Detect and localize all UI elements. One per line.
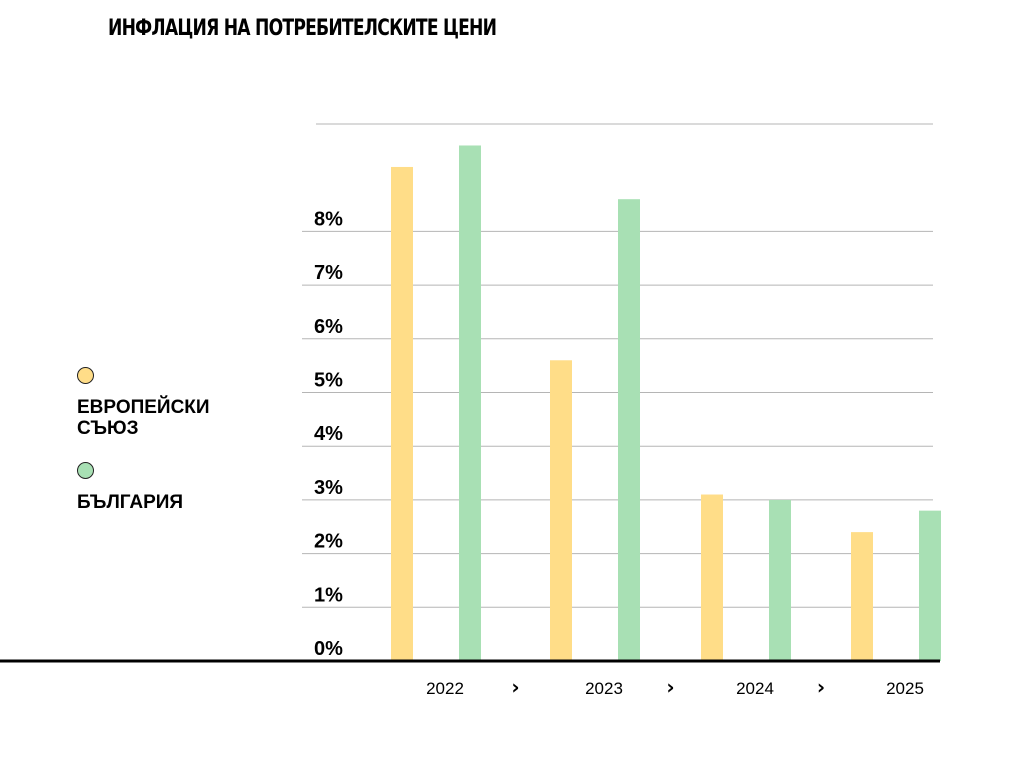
bar	[851, 532, 873, 661]
legend-item-bg: БЪЛГАРИЯ	[77, 462, 257, 513]
legend-label-eu: ЕВРОПЕЙСКИ СЪЮЗ	[77, 397, 210, 439]
chart-title: ИНФЛАЦИЯ НА ПОТРЕБИТЕЛСКИТЕ ЦЕНИ	[108, 16, 497, 41]
chevron-right-icon: ›	[666, 675, 674, 699]
y-tick-label: 6%	[314, 316, 343, 338]
y-tick-label: 5%	[314, 370, 343, 392]
legend-dot-bg	[77, 462, 94, 479]
chevron-right-icon: ›	[817, 675, 825, 699]
y-tick-label: 3%	[314, 477, 343, 499]
y-tick-label: 0%	[314, 638, 343, 660]
y-tick-label: 1%	[314, 584, 343, 606]
x-tick-label: 2022	[426, 679, 464, 698]
x-tick-label: 2025	[886, 679, 924, 698]
legend-item-eu: ЕВРОПЕЙСКИ СЪЮЗ	[77, 367, 257, 439]
y-tick-label: 2%	[314, 531, 343, 553]
x-tick-label: 2023	[585, 679, 623, 698]
x-tick-label: 2024	[736, 679, 774, 698]
y-tick-label: 8%	[314, 208, 343, 230]
bar	[550, 360, 572, 661]
legend-dot-eu	[77, 367, 94, 384]
legend-label-bg: БЪЛГАРИЯ	[77, 492, 184, 513]
y-tick-label: 4%	[314, 423, 343, 445]
bar	[919, 510, 941, 661]
y-tick-label: 7%	[314, 262, 343, 284]
bar	[391, 166, 413, 661]
bar	[618, 199, 640, 661]
bar	[459, 145, 481, 662]
chevron-right-icon: ›	[511, 675, 519, 699]
bar	[769, 499, 791, 661]
bar	[701, 494, 723, 661]
